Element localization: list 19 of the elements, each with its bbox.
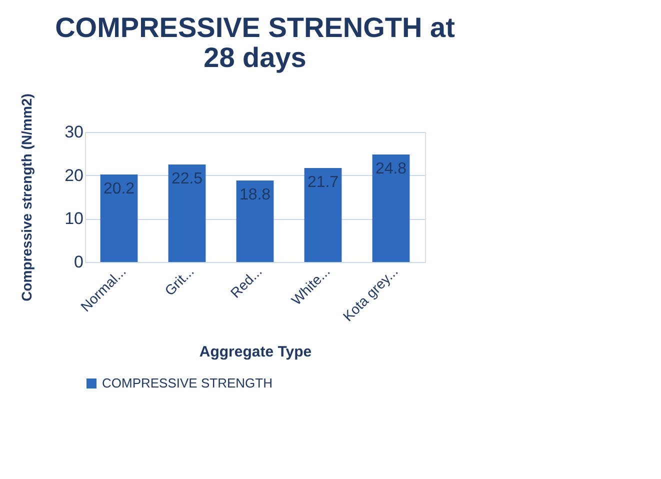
x-axis-title: Aggregate Type — [199, 343, 312, 360]
x-tick-label: Grit... — [161, 263, 197, 299]
data-label: 18.8 — [239, 186, 271, 204]
data-label: 24.8 — [375, 160, 407, 178]
y-axis-title: Compressive strength (N/mm2) — [18, 94, 35, 302]
bar — [236, 180, 274, 262]
y-tick-label: 0 — [74, 252, 84, 272]
bar — [100, 174, 138, 262]
y-tick-label: 20 — [64, 166, 84, 185]
y-tick-label: 30 — [64, 122, 84, 142]
bar — [304, 168, 342, 262]
y-tick-label: 10 — [64, 209, 84, 228]
legend-label: COMPRESSIVE STRENGTH — [102, 376, 272, 390]
data-label: 22.5 — [171, 170, 203, 188]
data-label: 21.7 — [307, 174, 339, 191]
bar — [372, 154, 410, 262]
data-label: 20.2 — [103, 180, 135, 198]
bar — [168, 164, 206, 262]
chart-title: COMPRESSIVE STRENGTH at 28 days — [55, 12, 455, 74]
